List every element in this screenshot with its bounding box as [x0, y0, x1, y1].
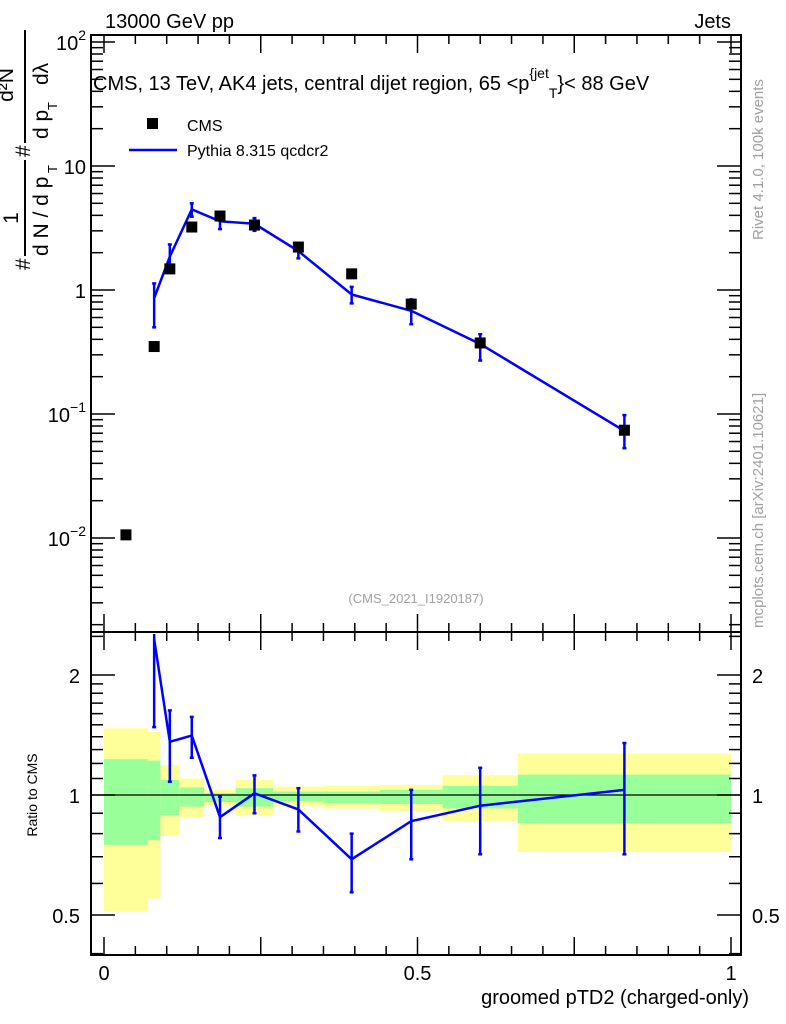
- x-tick-label: 0: [98, 963, 109, 985]
- svg-text:1: 1: [0, 212, 23, 224]
- pythia-line: [152, 207, 626, 433]
- cms-data-point: [346, 268, 358, 280]
- ratio-y-tick-label: 2: [69, 666, 80, 688]
- ratio-marks: [152, 634, 627, 894]
- main-y-axis-label: # 1 d N / d p T # d²N d p T dλ: [0, 30, 60, 270]
- legend-pythia-label: Pythia 8.315 qcdcr2: [187, 143, 329, 160]
- band-inner-bin: [179, 787, 205, 807]
- svg-text:d p: d p: [30, 110, 53, 139]
- ratio-y-tick-label-right: 0.5: [752, 906, 780, 928]
- main-y-tick-label: 10: [64, 157, 86, 179]
- axis-ticks: [91, 35, 741, 955]
- legend-cms-label: CMS: [187, 118, 223, 135]
- svg-text:dλ: dλ: [30, 62, 53, 85]
- x-tick-label: 1: [725, 963, 736, 985]
- main-y-tick-label: 102: [56, 27, 86, 55]
- ratio-y-axis-label: Ratio to CMS: [24, 753, 40, 836]
- x-tick-label: 0.5: [404, 963, 432, 985]
- header-right: Jets: [694, 11, 731, 33]
- analysis-watermark: (CMS_2021_I1920187): [348, 591, 483, 606]
- ratio-y-tick-label-right: 1: [752, 786, 763, 808]
- svg-text:d²N: d²N: [0, 68, 18, 102]
- svg-text:d N / d p: d N / d p: [30, 177, 53, 256]
- cms-data-point: [292, 241, 304, 253]
- ratio-frame: [90, 631, 742, 956]
- cms-data-point: [186, 221, 198, 233]
- band-inner-bin: [104, 759, 148, 845]
- legend-cms-marker: [147, 118, 158, 129]
- svg-text:#: #: [12, 258, 35, 270]
- svg-text:#: #: [12, 145, 35, 157]
- main-y-tick-label: 10−2: [48, 523, 86, 551]
- svg-text:T: T: [45, 165, 60, 173]
- tick-labels: 102 10 1 10−1 10−2 2 2 1 1 0.5 0.5 0 0.5 1: [48, 27, 780, 985]
- mcplots-info: mcplots.cern.ch [arXiv:2401.10621]: [750, 393, 767, 628]
- cms-data-point: [164, 263, 176, 275]
- band-inner-bin: [160, 780, 180, 816]
- main-y-tick-label: 10−1: [48, 399, 86, 427]
- rivet-info: Rivet 4.1.0, 100k events: [750, 79, 767, 240]
- x-axis-label: groomed pTD2 (charged-only): [481, 987, 749, 1009]
- cms-data-point: [618, 424, 630, 436]
- cms-data-point: [405, 298, 417, 310]
- ratio-y-tick-label: 0.5: [52, 906, 80, 928]
- svg-text:T: T: [45, 102, 60, 110]
- cms-data-point: [148, 341, 160, 353]
- main-y-tick-label: 1: [75, 281, 86, 303]
- cms-data-point: [474, 337, 486, 349]
- cms-data-point: [214, 210, 226, 222]
- band-inner-bin: [323, 791, 380, 803]
- plot-title: CMS, 13 TeV, AK4 jets, central dijet reg…: [93, 65, 650, 101]
- header-left: 13000 GeV pp: [105, 11, 234, 33]
- cms-data-point: [120, 529, 132, 541]
- ratio-y-tick-label: 1: [69, 786, 80, 808]
- legend: CMS Pythia 8.315 qcdcr2: [129, 118, 329, 160]
- main-marks: [120, 202, 630, 541]
- cms-data-point: [248, 219, 260, 231]
- band-inner-bin: [147, 760, 161, 841]
- ratio-y-tick-label-right: 2: [752, 666, 763, 688]
- ratio-pythia-line: [152, 638, 625, 861]
